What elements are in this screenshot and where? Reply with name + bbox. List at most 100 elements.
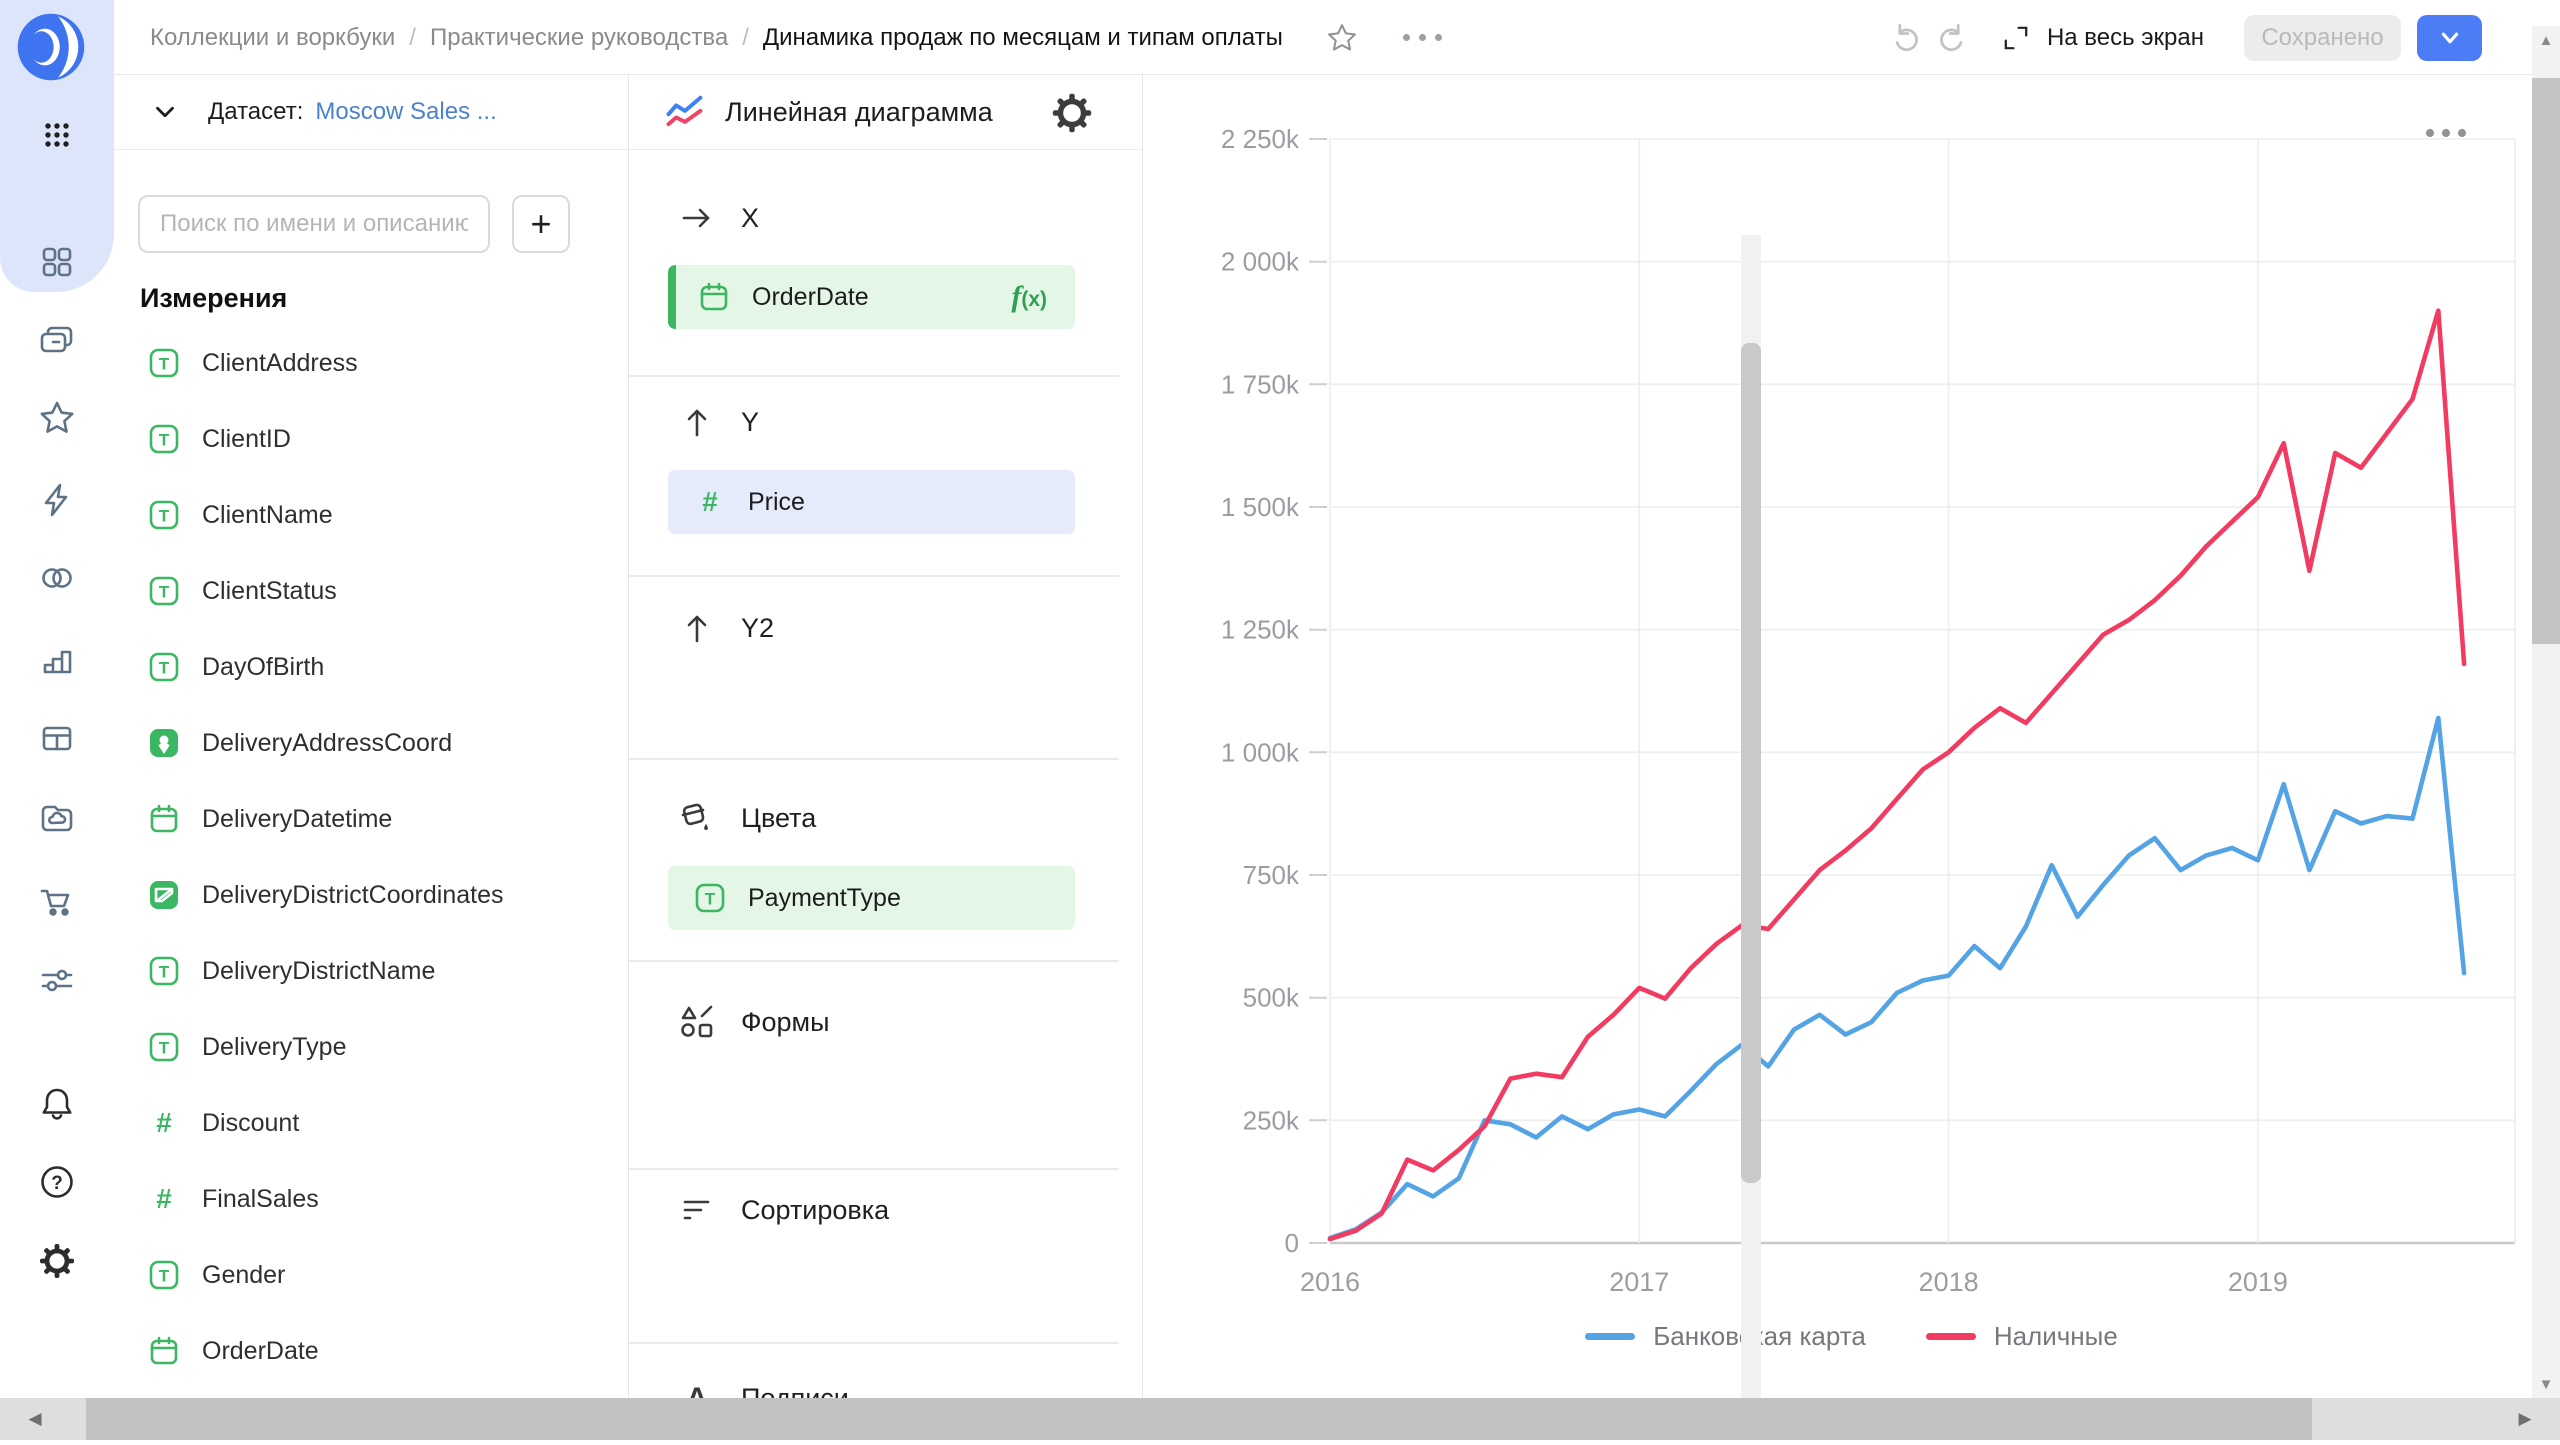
gear-icon[interactable] xyxy=(37,1241,77,1281)
field-text-icon: T xyxy=(114,423,180,455)
field-item-DeliveryType[interactable]: T DeliveryType xyxy=(114,1009,584,1085)
chart-config-panel: Линейная диаграмма X OrderDate f(x) Y # Price… xyxy=(629,75,1761,1440)
cloud-folder-icon[interactable] xyxy=(37,798,77,838)
field-name: Discount xyxy=(202,1108,300,1137)
arrow-up-icon xyxy=(677,402,717,442)
bolt-icon[interactable] xyxy=(37,480,77,520)
field-text-icon: T xyxy=(694,882,726,914)
dataset-name-link[interactable]: Moscow Sales ... xyxy=(315,98,497,125)
venn-icon[interactable] xyxy=(37,558,77,598)
field-item-DayOfBirth[interactable]: T DayOfBirth xyxy=(114,629,584,705)
field-item-OrderDate[interactable]: OrderDate xyxy=(114,1313,584,1389)
paint-bucket-icon xyxy=(677,798,717,838)
save-button[interactable]: Сохранено xyxy=(2244,14,2401,61)
redo-icon[interactable] xyxy=(1929,16,1973,60)
field-name: FinalSales xyxy=(202,1184,319,1213)
field-item-ClientID[interactable]: T ClientID xyxy=(114,401,584,477)
field-item-ClientName[interactable]: T ClientName xyxy=(114,477,584,553)
collections-icon[interactable] xyxy=(37,320,77,360)
scroll-down-icon[interactable]: ▼ xyxy=(2538,1375,2554,1393)
pill-PaymentType[interactable]: T PaymentType xyxy=(668,866,1075,930)
field-item-DeliveryDatetime[interactable]: DeliveryDatetime xyxy=(114,781,584,857)
pill-OrderDate[interactable]: OrderDate f(x) xyxy=(668,265,1075,329)
section-divider xyxy=(629,960,1119,962)
field-text-icon: T xyxy=(114,499,180,531)
vertical-scrollbar[interactable]: ▲ ▼ xyxy=(2532,26,2560,1398)
chevron-down-icon xyxy=(2441,32,2458,43)
chart-more-menu-icon[interactable] xyxy=(2420,123,2472,143)
add-field-button[interactable]: + xyxy=(512,195,570,253)
svg-text:T: T xyxy=(159,1039,170,1058)
left-sidebar: ? xyxy=(0,0,114,1440)
legend-item-Наличные[interactable]: Наличные xyxy=(1925,1321,2118,1352)
config-scrollbar-thumb[interactable] xyxy=(1741,343,1761,1183)
scroll-up-icon[interactable]: ▲ xyxy=(2538,31,2554,49)
visualization-title[interactable]: Линейная диаграмма xyxy=(725,96,993,127)
star-icon[interactable] xyxy=(37,398,77,438)
horizontal-scrollbar-thumb[interactable] xyxy=(86,1398,2312,1440)
field-geopoint-icon xyxy=(114,727,180,759)
horizontal-scrollbar[interactable]: ◀ ▶ xyxy=(0,1398,2560,1440)
shapes-icon xyxy=(677,1002,717,1042)
field-text-icon: T xyxy=(114,347,180,379)
section-sort: Сортировка xyxy=(677,1188,889,1232)
section-divider xyxy=(629,1342,1119,1344)
vertical-scrollbar-thumb[interactable] xyxy=(2532,78,2560,644)
section-label: Цвета xyxy=(741,802,817,833)
dataset-panel: Датасет: Moscow Sales ... + Измерения T C… xyxy=(114,75,722,1440)
section-label: Y2 xyxy=(741,612,775,643)
field-geopolygon-icon xyxy=(114,879,180,911)
field-item-DeliveryDistrictName[interactable]: T DeliveryDistrictName xyxy=(114,933,584,1009)
chart-settings-gear-icon[interactable] xyxy=(1050,91,1094,135)
legend-item-Банковская карта[interactable]: Банковская карта xyxy=(1585,1321,1866,1352)
more-menu-icon[interactable] xyxy=(1402,34,1442,41)
field-name: DeliveryDistrictCoordinates xyxy=(202,880,504,909)
field-item-DeliveryDistrictCoordinates[interactable]: DeliveryDistrictCoordinates xyxy=(114,857,584,933)
field-item-ClientStatus[interactable]: T ClientStatus xyxy=(114,553,584,629)
tiles-icon[interactable] xyxy=(37,241,77,281)
breadcrumb-item[interactable]: Коллекции и воркбуки xyxy=(150,23,396,51)
line-chart: 0 250k 500k 750k 1 000k 1 250k 1 500k 1 750k 2 0… xyxy=(1221,124,2516,1297)
section-y: Y xyxy=(677,400,759,444)
section-y2: Y2 xyxy=(677,606,774,650)
chart-legend: Банковская карта Наличные xyxy=(1143,1321,2560,1352)
scroll-left-icon[interactable]: ◀ xyxy=(28,1409,42,1428)
apps-grid-icon[interactable] xyxy=(37,115,77,155)
field-item-FinalSales[interactable]: # FinalSales xyxy=(114,1161,584,1237)
svg-text:750k: 750k xyxy=(1243,860,1300,890)
help-icon[interactable]: ? xyxy=(37,1162,77,1202)
pill-label: Price xyxy=(748,487,805,516)
chevron-down-icon[interactable] xyxy=(150,97,180,127)
scroll-right-icon[interactable]: ▶ xyxy=(2518,1409,2532,1428)
favorite-star-icon[interactable] xyxy=(1325,21,1359,55)
fullscreen-button[interactable]: На весь экран xyxy=(1999,21,2204,55)
search-input[interactable] xyxy=(138,195,490,253)
field-item-Gender[interactable]: T Gender xyxy=(114,1237,584,1313)
filters-icon[interactable] xyxy=(37,960,77,1000)
save-dropdown-button[interactable] xyxy=(2417,14,2482,61)
line-chart-icon[interactable] xyxy=(663,90,707,134)
cart-icon[interactable] xyxy=(37,880,77,920)
breadcrumb-item[interactable]: Практические руководства xyxy=(429,23,729,51)
svg-text:#: # xyxy=(156,1183,172,1214)
top-bar: Коллекции и воркбуки / Практические руково… xyxy=(114,0,2560,75)
bar-chart-icon[interactable] xyxy=(37,640,77,680)
undo-icon[interactable] xyxy=(1885,16,1929,60)
pill-accent-bar xyxy=(668,265,676,329)
field-item-ClientAddress[interactable]: T ClientAddress xyxy=(114,325,584,401)
svg-text:1 750k: 1 750k xyxy=(1221,369,1300,399)
datalens-logo[interactable] xyxy=(16,12,86,82)
field-name: DeliveryDatetime xyxy=(202,804,393,833)
field-item-Discount[interactable]: # Discount xyxy=(114,1085,584,1161)
section-shapes: Формы xyxy=(677,1000,830,1044)
pill-label: PaymentType xyxy=(748,883,901,912)
formula-fx-icon[interactable]: f(x) xyxy=(1011,280,1047,313)
svg-text:T: T xyxy=(705,890,716,909)
field-number-icon: # xyxy=(694,486,726,518)
dataset-header: Датасет: Moscow Sales ... xyxy=(114,75,628,150)
svg-text:T: T xyxy=(159,659,170,678)
bell-icon[interactable] xyxy=(37,1084,77,1124)
field-item-DeliveryAddressCoord[interactable]: DeliveryAddressCoord xyxy=(114,705,584,781)
pill-Price[interactable]: # Price xyxy=(668,470,1075,534)
table-icon[interactable] xyxy=(37,718,77,758)
